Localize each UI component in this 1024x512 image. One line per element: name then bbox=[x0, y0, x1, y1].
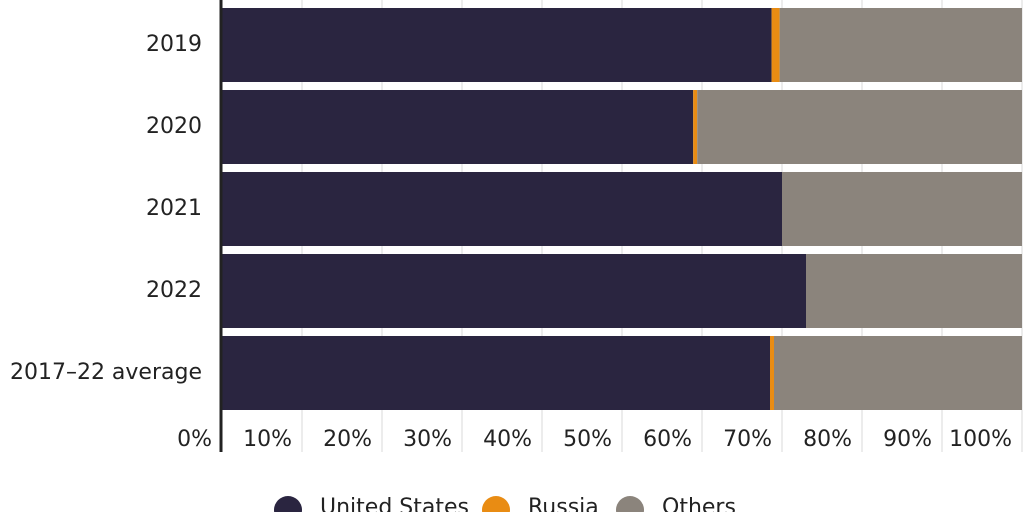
x-tick-label: 50% bbox=[563, 427, 612, 452]
bar-segment bbox=[782, 172, 1022, 246]
bar-segment bbox=[222, 8, 772, 82]
x-tick-label: 80% bbox=[803, 427, 852, 452]
x-tick-label: 100% bbox=[949, 427, 1012, 452]
bar-segment bbox=[770, 336, 774, 410]
legend-swatch bbox=[616, 496, 644, 512]
bar-segment bbox=[222, 336, 770, 410]
bar-segment bbox=[222, 172, 782, 246]
x-tick-label: 30% bbox=[403, 427, 452, 452]
legend-swatch bbox=[482, 496, 510, 512]
x-tick-label: 20% bbox=[323, 427, 372, 452]
legend-label: United States bbox=[320, 495, 469, 512]
bar-segment bbox=[697, 90, 1022, 164]
legend-swatch bbox=[274, 496, 302, 512]
legend-label: Others bbox=[662, 495, 736, 512]
x-tick-label: 70% bbox=[723, 427, 772, 452]
bar-segment bbox=[693, 90, 698, 164]
bar-segment bbox=[774, 336, 1022, 410]
y-tick-label: 2020 bbox=[146, 114, 202, 139]
y-tick-label: 2019 bbox=[146, 32, 202, 57]
y-tick-label: 2021 bbox=[146, 196, 202, 221]
bar-segment bbox=[771, 8, 780, 82]
legend-label: Russia bbox=[528, 495, 599, 512]
bar-segment bbox=[806, 254, 1022, 328]
bar-segment bbox=[222, 90, 694, 164]
y-tick-label: 2022 bbox=[146, 278, 202, 303]
x-tick-label: 60% bbox=[643, 427, 692, 452]
y-tick-label: 2017–22 average bbox=[10, 360, 202, 385]
x-tick-label: 40% bbox=[483, 427, 532, 452]
bar-segment bbox=[222, 254, 806, 328]
x-tick-label: 90% bbox=[883, 427, 932, 452]
x-tick-label: 10% bbox=[243, 427, 292, 452]
x-tick-label: 0% bbox=[177, 427, 212, 452]
bar-segment bbox=[779, 8, 1022, 82]
